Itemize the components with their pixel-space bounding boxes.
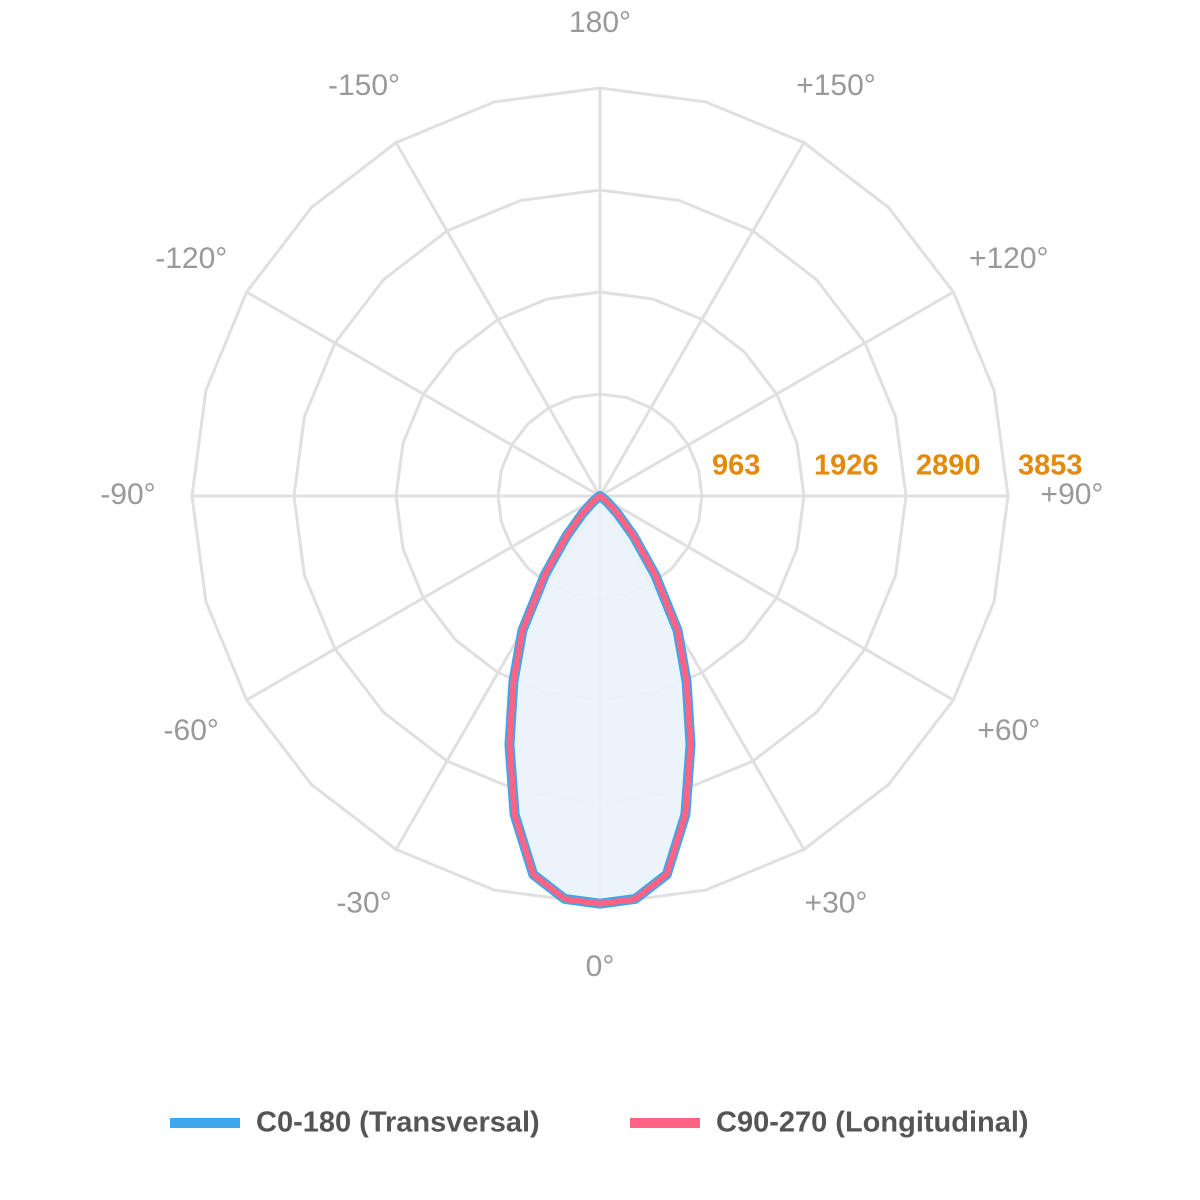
angle-label: +120° [969,242,1049,275]
angle-label: -120° [155,242,227,275]
grid-spoke [394,141,602,497]
angle-label: +60° [977,714,1040,747]
angle-label: 180° [569,6,631,39]
series-line [506,493,694,907]
legend-label: C0-180 (Transversal) [256,1107,540,1139]
grid-spoke [598,141,806,497]
r-tick-label: 2890 [916,450,981,482]
r-tick-label: 1926 [814,450,879,482]
grid-spoke [245,494,601,702]
r-tick-label: 3853 [1018,450,1083,482]
r-tick-label: 963 [712,450,760,482]
angle-label: -90° [100,478,155,511]
angle-label: +90° [1041,478,1104,511]
angle-label: -30° [336,887,391,920]
angle-label: -60° [164,714,219,747]
angle-label: +150° [796,69,876,102]
grid-spoke [599,290,955,498]
grid-spoke [245,290,601,498]
angle-label: 0° [586,950,615,983]
grid-spoke [599,494,955,702]
angle-label: +30° [805,887,868,920]
series-line [504,491,696,909]
legend-label: C90-270 (Longitudinal) [716,1107,1029,1139]
angle-label: -150° [328,69,400,102]
